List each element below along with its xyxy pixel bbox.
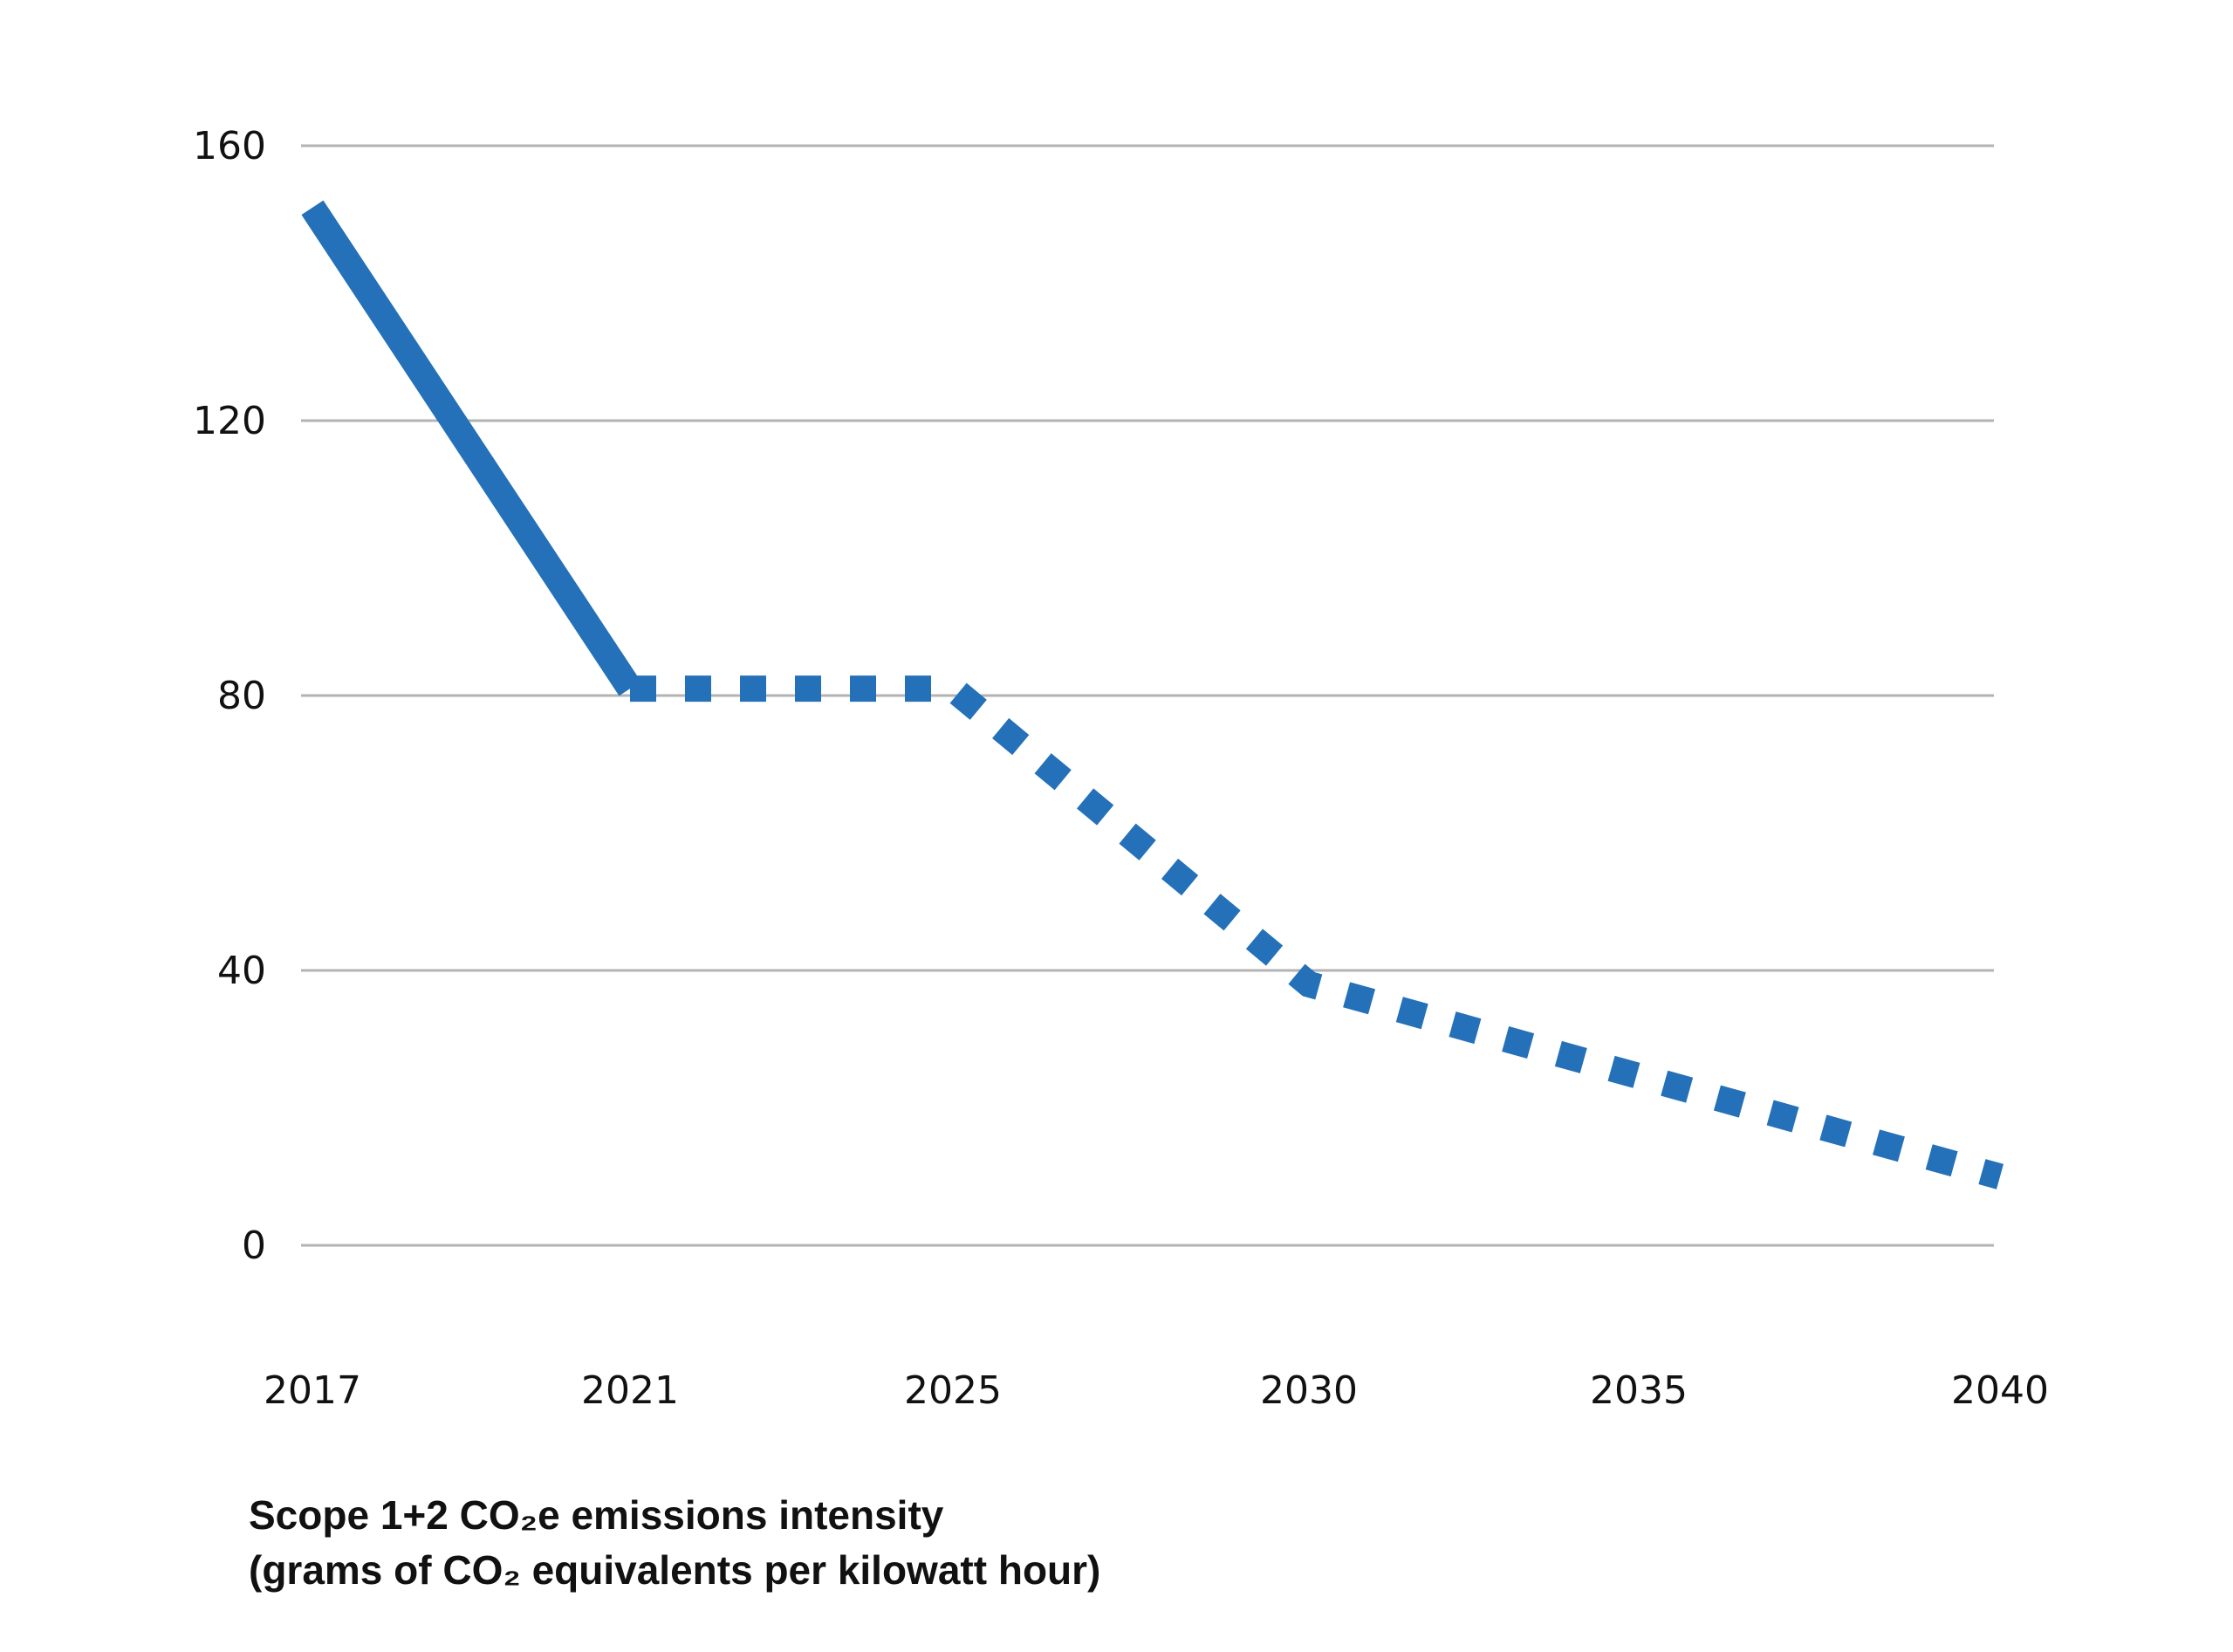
x-tick-label: 2035 bbox=[1590, 1368, 1688, 1413]
caption-line-1: Scope 1+2 CO₂e emissions intensity bbox=[249, 1492, 944, 1538]
y-axis-ticks: 0 40 80 120 160 bbox=[193, 124, 266, 1268]
y-tick-label: 120 bbox=[193, 399, 266, 443]
series-lines bbox=[301, 200, 2004, 1189]
y-tick-label: 80 bbox=[217, 674, 266, 718]
y-tick-label: 40 bbox=[217, 949, 266, 993]
y-tick-label: 0 bbox=[242, 1224, 266, 1268]
x-tick-label: 2025 bbox=[904, 1368, 1002, 1413]
caption-line-2: (grams of CO₂ equivalents per kilowatt h… bbox=[249, 1547, 1101, 1593]
y-tick-label: 160 bbox=[193, 124, 266, 168]
x-tick-label: 2017 bbox=[264, 1368, 361, 1413]
actual-series-line bbox=[301, 200, 641, 696]
x-axis-ticks: 2017 2021 2025 2030 2035 2040 bbox=[264, 1368, 2049, 1413]
chart-caption: Scope 1+2 CO₂e emissions intensity (gram… bbox=[249, 1488, 1100, 1598]
x-tick-label: 2021 bbox=[581, 1368, 679, 1413]
x-tick-label: 2030 bbox=[1260, 1368, 1358, 1413]
x-tick-label: 2040 bbox=[1951, 1368, 2049, 1413]
projected-series-line bbox=[630, 675, 2004, 1189]
grid-lines bbox=[301, 144, 1994, 1247]
